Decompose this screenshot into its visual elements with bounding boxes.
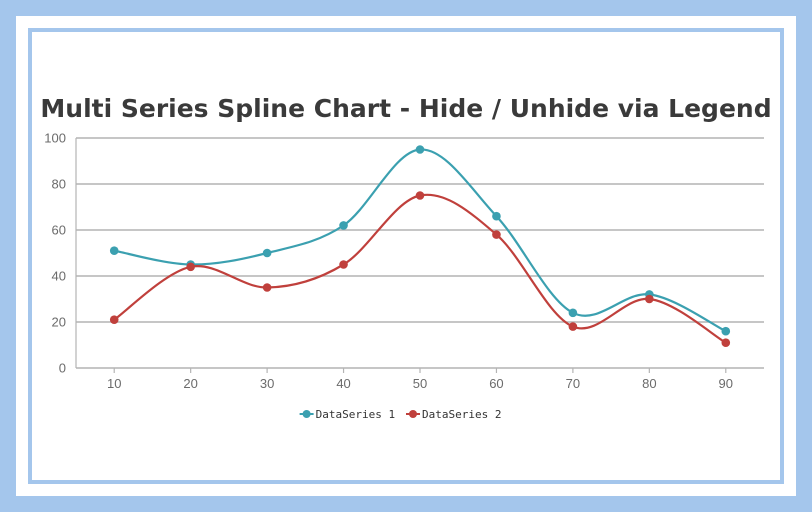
x-tick-label: 40 xyxy=(336,376,350,391)
legend[interactable]: DataSeries 1 DataSeries 2 xyxy=(299,408,502,421)
series-line xyxy=(113,193,727,344)
series-line xyxy=(114,148,727,333)
legend-label: DataSeries 2 xyxy=(422,408,501,421)
x-tick-label: 60 xyxy=(489,376,503,391)
y-tick-label: 20 xyxy=(52,315,66,330)
x-tick-label: 80 xyxy=(642,376,656,391)
chart-title: Multi Series Spline Chart - Hide / Unhid… xyxy=(40,94,771,123)
series-1 xyxy=(109,145,731,336)
data-point[interactable] xyxy=(721,326,731,336)
legend-item-2[interactable]: DataSeries 2 xyxy=(406,408,501,421)
data-point[interactable] xyxy=(262,283,272,292)
data-point[interactable] xyxy=(645,294,654,304)
data-point[interactable] xyxy=(568,322,578,331)
legend-label: DataSeries 1 xyxy=(316,408,395,421)
grid-lines xyxy=(76,137,764,369)
data-point[interactable] xyxy=(339,260,348,269)
data-point[interactable] xyxy=(568,308,578,318)
data-point[interactable] xyxy=(186,262,195,272)
data-point[interactable] xyxy=(721,338,731,348)
axes: 0 20 40 60 80 100 10 20 30 40 50 60 70 80 90 xyxy=(44,131,733,392)
data-point[interactable] xyxy=(109,315,119,325)
x-tick-label: 20 xyxy=(183,376,197,391)
data-point[interactable] xyxy=(415,191,425,200)
y-tick-label: 0 xyxy=(59,361,66,376)
chart-container xyxy=(28,28,784,484)
data-point[interactable] xyxy=(109,246,119,255)
y-tick-label: 80 xyxy=(52,177,66,192)
legend-item-1[interactable]: DataSeries 1 xyxy=(299,408,395,421)
legend-dot-icon xyxy=(409,410,417,418)
x-tick-label: 30 xyxy=(260,376,274,391)
x-tick-label: 50 xyxy=(413,376,427,391)
data-point[interactable] xyxy=(262,248,272,258)
x-tick-label: 10 xyxy=(107,376,121,391)
data-point[interactable] xyxy=(339,221,348,230)
data-point[interactable] xyxy=(492,211,501,221)
series-layer xyxy=(109,145,731,348)
x-tick-label: 70 xyxy=(566,376,580,391)
y-tick-label: 60 xyxy=(52,223,66,238)
y-tick-label: 100 xyxy=(44,131,66,146)
chart-frame xyxy=(16,16,796,496)
data-point[interactable] xyxy=(415,145,425,154)
x-tick-label: 90 xyxy=(719,376,733,391)
data-point[interactable] xyxy=(492,230,501,239)
series-2 xyxy=(109,191,731,348)
y-tick-label: 40 xyxy=(52,269,66,284)
legend-dot-icon xyxy=(302,410,311,418)
